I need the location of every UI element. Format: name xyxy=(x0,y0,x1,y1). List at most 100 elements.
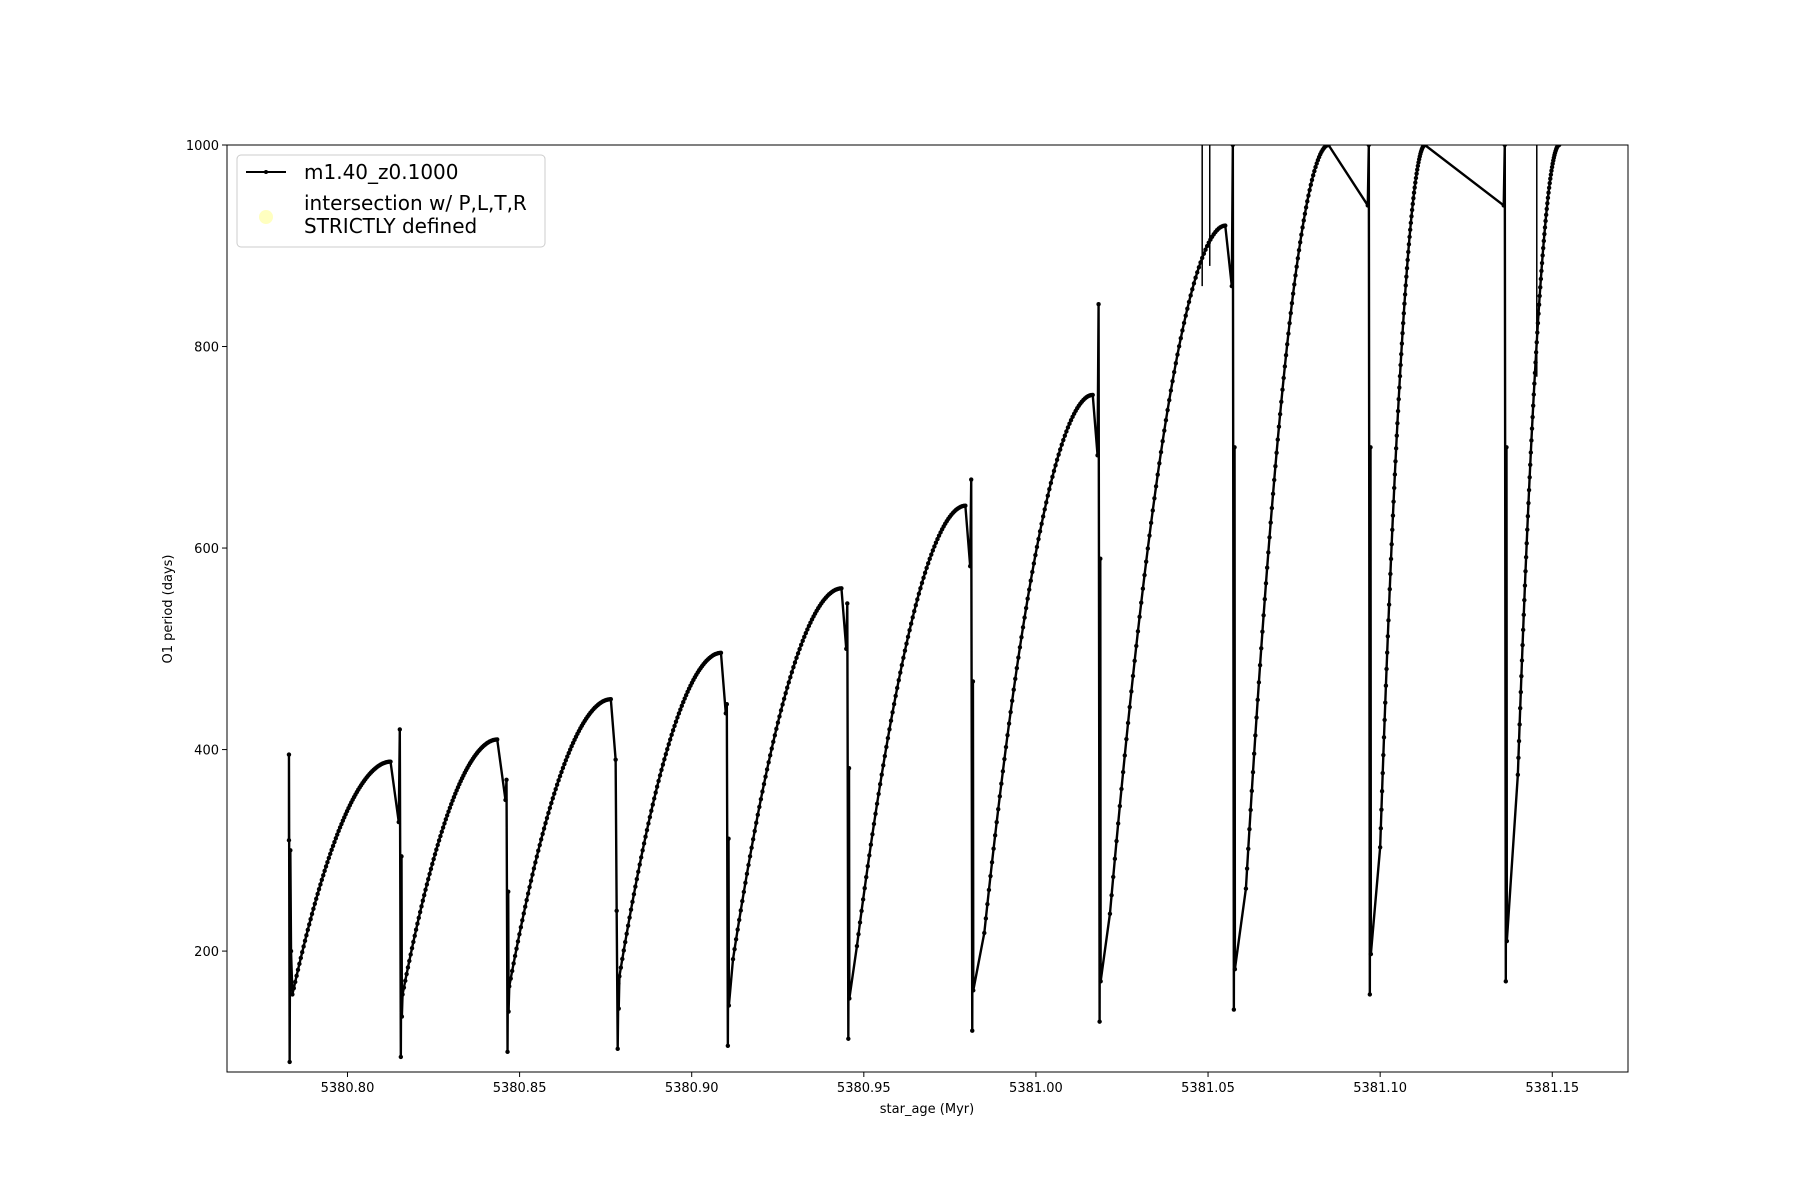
data-point xyxy=(1096,302,1101,307)
data-point xyxy=(654,784,660,789)
data-point xyxy=(856,931,861,937)
data-point xyxy=(1300,225,1305,230)
data-point xyxy=(1230,145,1236,148)
data-point xyxy=(1422,145,1428,148)
data-point xyxy=(1308,182,1314,188)
x-axis-label: star_age (Myr) xyxy=(880,1102,974,1117)
data-point xyxy=(1168,388,1174,393)
data-point xyxy=(1117,803,1123,809)
data-point xyxy=(1056,452,1061,457)
data-point xyxy=(1409,207,1415,213)
data-point xyxy=(1413,180,1418,185)
data-point xyxy=(333,836,339,841)
data-point xyxy=(1036,536,1041,542)
data-point xyxy=(1413,175,1419,181)
data-point xyxy=(1381,735,1387,740)
x-tick-label: 5381.00 xyxy=(1009,1081,1063,1096)
data-point xyxy=(401,985,407,990)
data-point xyxy=(1402,292,1408,297)
data-point xyxy=(1378,826,1384,831)
data-point xyxy=(1285,342,1290,347)
data-point xyxy=(307,922,312,927)
data-point xyxy=(1019,635,1024,640)
data-point xyxy=(1404,274,1409,279)
data-point xyxy=(1157,461,1162,466)
data-point xyxy=(1127,704,1132,710)
data-point xyxy=(800,638,805,643)
data-point xyxy=(286,752,292,757)
y-axis-label: O1 period (days) xyxy=(161,554,176,663)
data-point xyxy=(1067,421,1072,426)
data-point xyxy=(1095,453,1100,458)
legend-line-marker xyxy=(264,170,268,174)
data-point xyxy=(294,973,299,979)
data-point xyxy=(1382,717,1387,723)
data-point xyxy=(1545,201,1550,206)
data-point xyxy=(1275,437,1280,442)
data-point xyxy=(1025,596,1030,601)
data-point xyxy=(1152,496,1157,501)
data-point xyxy=(1312,168,1317,174)
data-point xyxy=(723,711,728,716)
data-point xyxy=(650,802,655,807)
data-point xyxy=(996,806,1001,812)
data-point xyxy=(1170,378,1175,384)
data-point xyxy=(1404,265,1410,271)
data-point xyxy=(415,921,420,926)
x-tick-label: 5380.90 xyxy=(665,1081,719,1096)
data-point xyxy=(1196,265,1202,270)
data-point xyxy=(876,791,881,797)
data-point xyxy=(718,650,724,656)
data-point xyxy=(1544,206,1549,212)
data-point xyxy=(404,971,409,977)
data-point xyxy=(1065,425,1071,430)
data-point xyxy=(565,754,570,759)
data-point xyxy=(1368,951,1374,957)
data-point xyxy=(1247,827,1252,832)
data-point xyxy=(409,945,415,951)
data-point xyxy=(1521,612,1526,618)
data-point xyxy=(1051,468,1057,474)
data-point xyxy=(563,758,569,763)
data-point xyxy=(1027,587,1032,592)
data-point xyxy=(891,701,897,707)
data-point xyxy=(523,904,528,909)
data-point xyxy=(1122,753,1127,758)
data-point xyxy=(775,720,781,725)
data-point xyxy=(321,873,326,878)
data-point xyxy=(1257,663,1263,668)
data-point xyxy=(846,1036,851,1041)
data-point xyxy=(1504,445,1509,450)
data-point xyxy=(1545,195,1551,201)
data-point xyxy=(845,601,850,606)
data-point xyxy=(1009,698,1015,703)
data-point xyxy=(683,692,689,698)
data-point xyxy=(1526,500,1531,506)
data-point xyxy=(1397,385,1402,390)
data-point xyxy=(1185,306,1190,311)
data-point xyxy=(536,848,541,853)
data-point xyxy=(1407,234,1412,240)
data-point xyxy=(798,642,804,648)
data-point xyxy=(1293,273,1298,278)
data-point xyxy=(1039,521,1044,527)
data-point xyxy=(761,781,767,787)
data-point xyxy=(1286,331,1291,336)
data-point xyxy=(337,825,343,830)
data-point xyxy=(919,580,925,586)
data-point xyxy=(1295,256,1301,261)
data-point xyxy=(1515,772,1521,777)
data-point xyxy=(921,575,926,580)
data-point xyxy=(1181,320,1187,326)
data-point xyxy=(1204,243,1210,249)
data-point xyxy=(1266,550,1271,555)
data-point xyxy=(1528,450,1534,455)
data-point xyxy=(1107,911,1113,917)
data-point xyxy=(1415,163,1421,169)
data-point xyxy=(1260,629,1265,634)
data-point xyxy=(805,627,810,632)
data-point xyxy=(543,821,548,826)
data-point xyxy=(1380,770,1385,776)
data-point xyxy=(533,860,538,865)
